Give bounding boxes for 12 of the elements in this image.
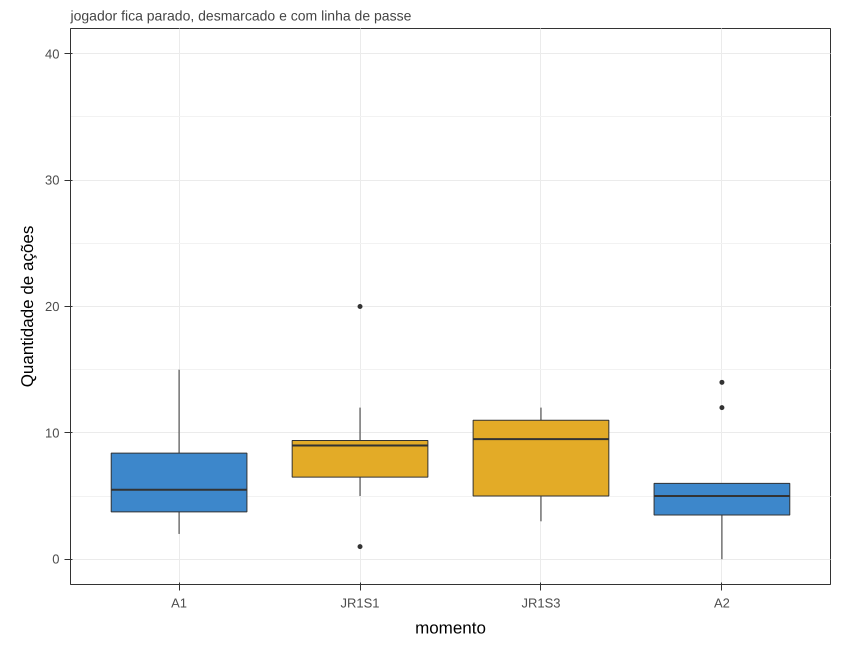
y-axis-title: Quantidade de ações xyxy=(18,226,38,388)
y-tick-label: 0 xyxy=(52,552,60,567)
x-tick-label: JR1S1 xyxy=(340,596,380,610)
y-tick-label: 10 xyxy=(45,425,60,440)
x-tick-label: A2 xyxy=(714,596,730,610)
y-tick-label: 40 xyxy=(45,46,60,62)
y-tick-label: 20 xyxy=(45,299,60,314)
chart-title: jogador fica parado, desmarcado e com linha de passe xyxy=(70,8,412,24)
x-tick-label: JR1S3 xyxy=(521,596,560,610)
x-tick-label: A1 xyxy=(171,596,188,610)
y-tick-label: 30 xyxy=(45,172,60,188)
x-axis-title: momento xyxy=(415,618,486,638)
